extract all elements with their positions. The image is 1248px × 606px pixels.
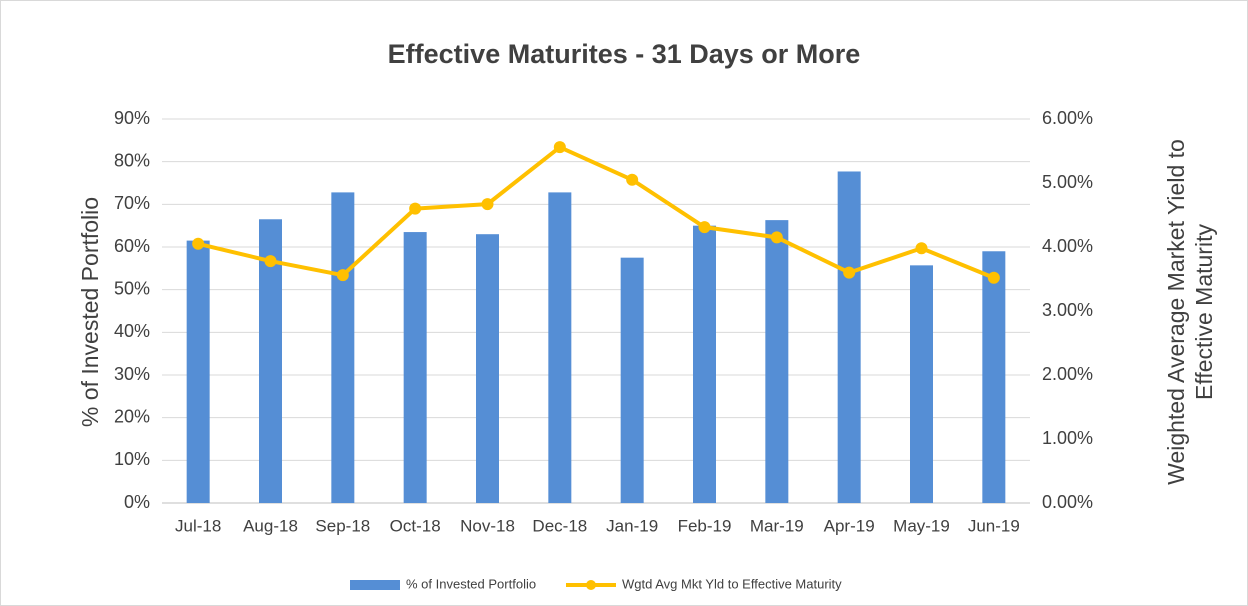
x-tick-label: Jan-19 <box>606 516 658 535</box>
y2-tick-label: 6.00% <box>1042 108 1093 128</box>
x-tick-label: Oct-18 <box>390 516 441 535</box>
line-marker <box>987 271 1000 284</box>
x-tick-label: Mar-19 <box>750 516 804 535</box>
line-marker <box>843 266 856 279</box>
x-tick-label: May-19 <box>893 516 950 535</box>
line <box>197 145 995 280</box>
bar <box>693 225 716 503</box>
bar <box>403 232 427 504</box>
y-tick-label: 40% <box>114 321 150 341</box>
y2-tick-label: 5.00% <box>1042 172 1093 192</box>
line-marker <box>264 255 277 268</box>
y2-tick-label: 0.00% <box>1042 492 1093 512</box>
bar <box>548 192 572 504</box>
x-tick-label: Dec-18 <box>532 516 587 535</box>
y2-tick-label: 2.00% <box>1042 364 1093 384</box>
line-marker <box>553 141 566 154</box>
legend-swatch <box>350 580 400 590</box>
chart-title: Effective Maturites - 31 Days or More <box>388 39 861 69</box>
y2-axis-title: Weighted Average Market Yield to Effecti… <box>1163 139 1217 485</box>
y2-tick-label: 4.00% <box>1042 236 1093 256</box>
x-tick-label: Nov-18 <box>460 516 515 535</box>
line-marker <box>698 221 711 234</box>
bar <box>837 171 861 504</box>
x-tick-label: Jun-19 <box>968 516 1020 535</box>
y-tick-label: 30% <box>114 364 150 384</box>
line-marker <box>770 231 783 244</box>
x-tick-label: Apr-19 <box>824 516 875 535</box>
bar <box>982 251 1006 503</box>
y2-tick-label: 3.00% <box>1042 300 1093 320</box>
y-tick-label: 60% <box>114 236 150 256</box>
y-tick-label: 50% <box>114 278 150 298</box>
legend-swatch <box>586 580 596 590</box>
line-marker <box>481 198 494 211</box>
line-marker <box>336 269 349 282</box>
y-tick-label: 70% <box>114 193 150 213</box>
y-axis-title: % of Invested Portfolio <box>77 196 103 428</box>
line-marker <box>626 173 639 186</box>
legend-label: % of Invested Portfolio <box>406 576 536 591</box>
y-tick-label: 10% <box>114 449 150 469</box>
legend-label: Wgtd Avg Mkt Yld to Effective Maturity <box>622 576 842 591</box>
x-tick-label: Sep-18 <box>315 516 370 535</box>
bar <box>620 257 644 503</box>
x-tick-label: Jul-18 <box>175 516 221 535</box>
x-tick-label: Aug-18 <box>243 516 298 535</box>
bar <box>765 220 789 503</box>
bar <box>910 265 933 503</box>
line-marker <box>915 242 928 255</box>
bar <box>331 192 355 504</box>
y2-tick-label: 1.00% <box>1042 428 1093 448</box>
y-tick-label: 0% <box>124 492 150 512</box>
line-marker <box>409 202 422 215</box>
bar <box>259 219 282 503</box>
x-tick-label: Feb-19 <box>678 516 732 535</box>
bar <box>186 240 210 503</box>
y-tick-label: 80% <box>114 150 150 170</box>
bar <box>476 234 499 503</box>
line-marker <box>192 237 205 250</box>
y-tick-label: 90% <box>114 108 150 128</box>
y-tick-label: 20% <box>114 406 150 426</box>
